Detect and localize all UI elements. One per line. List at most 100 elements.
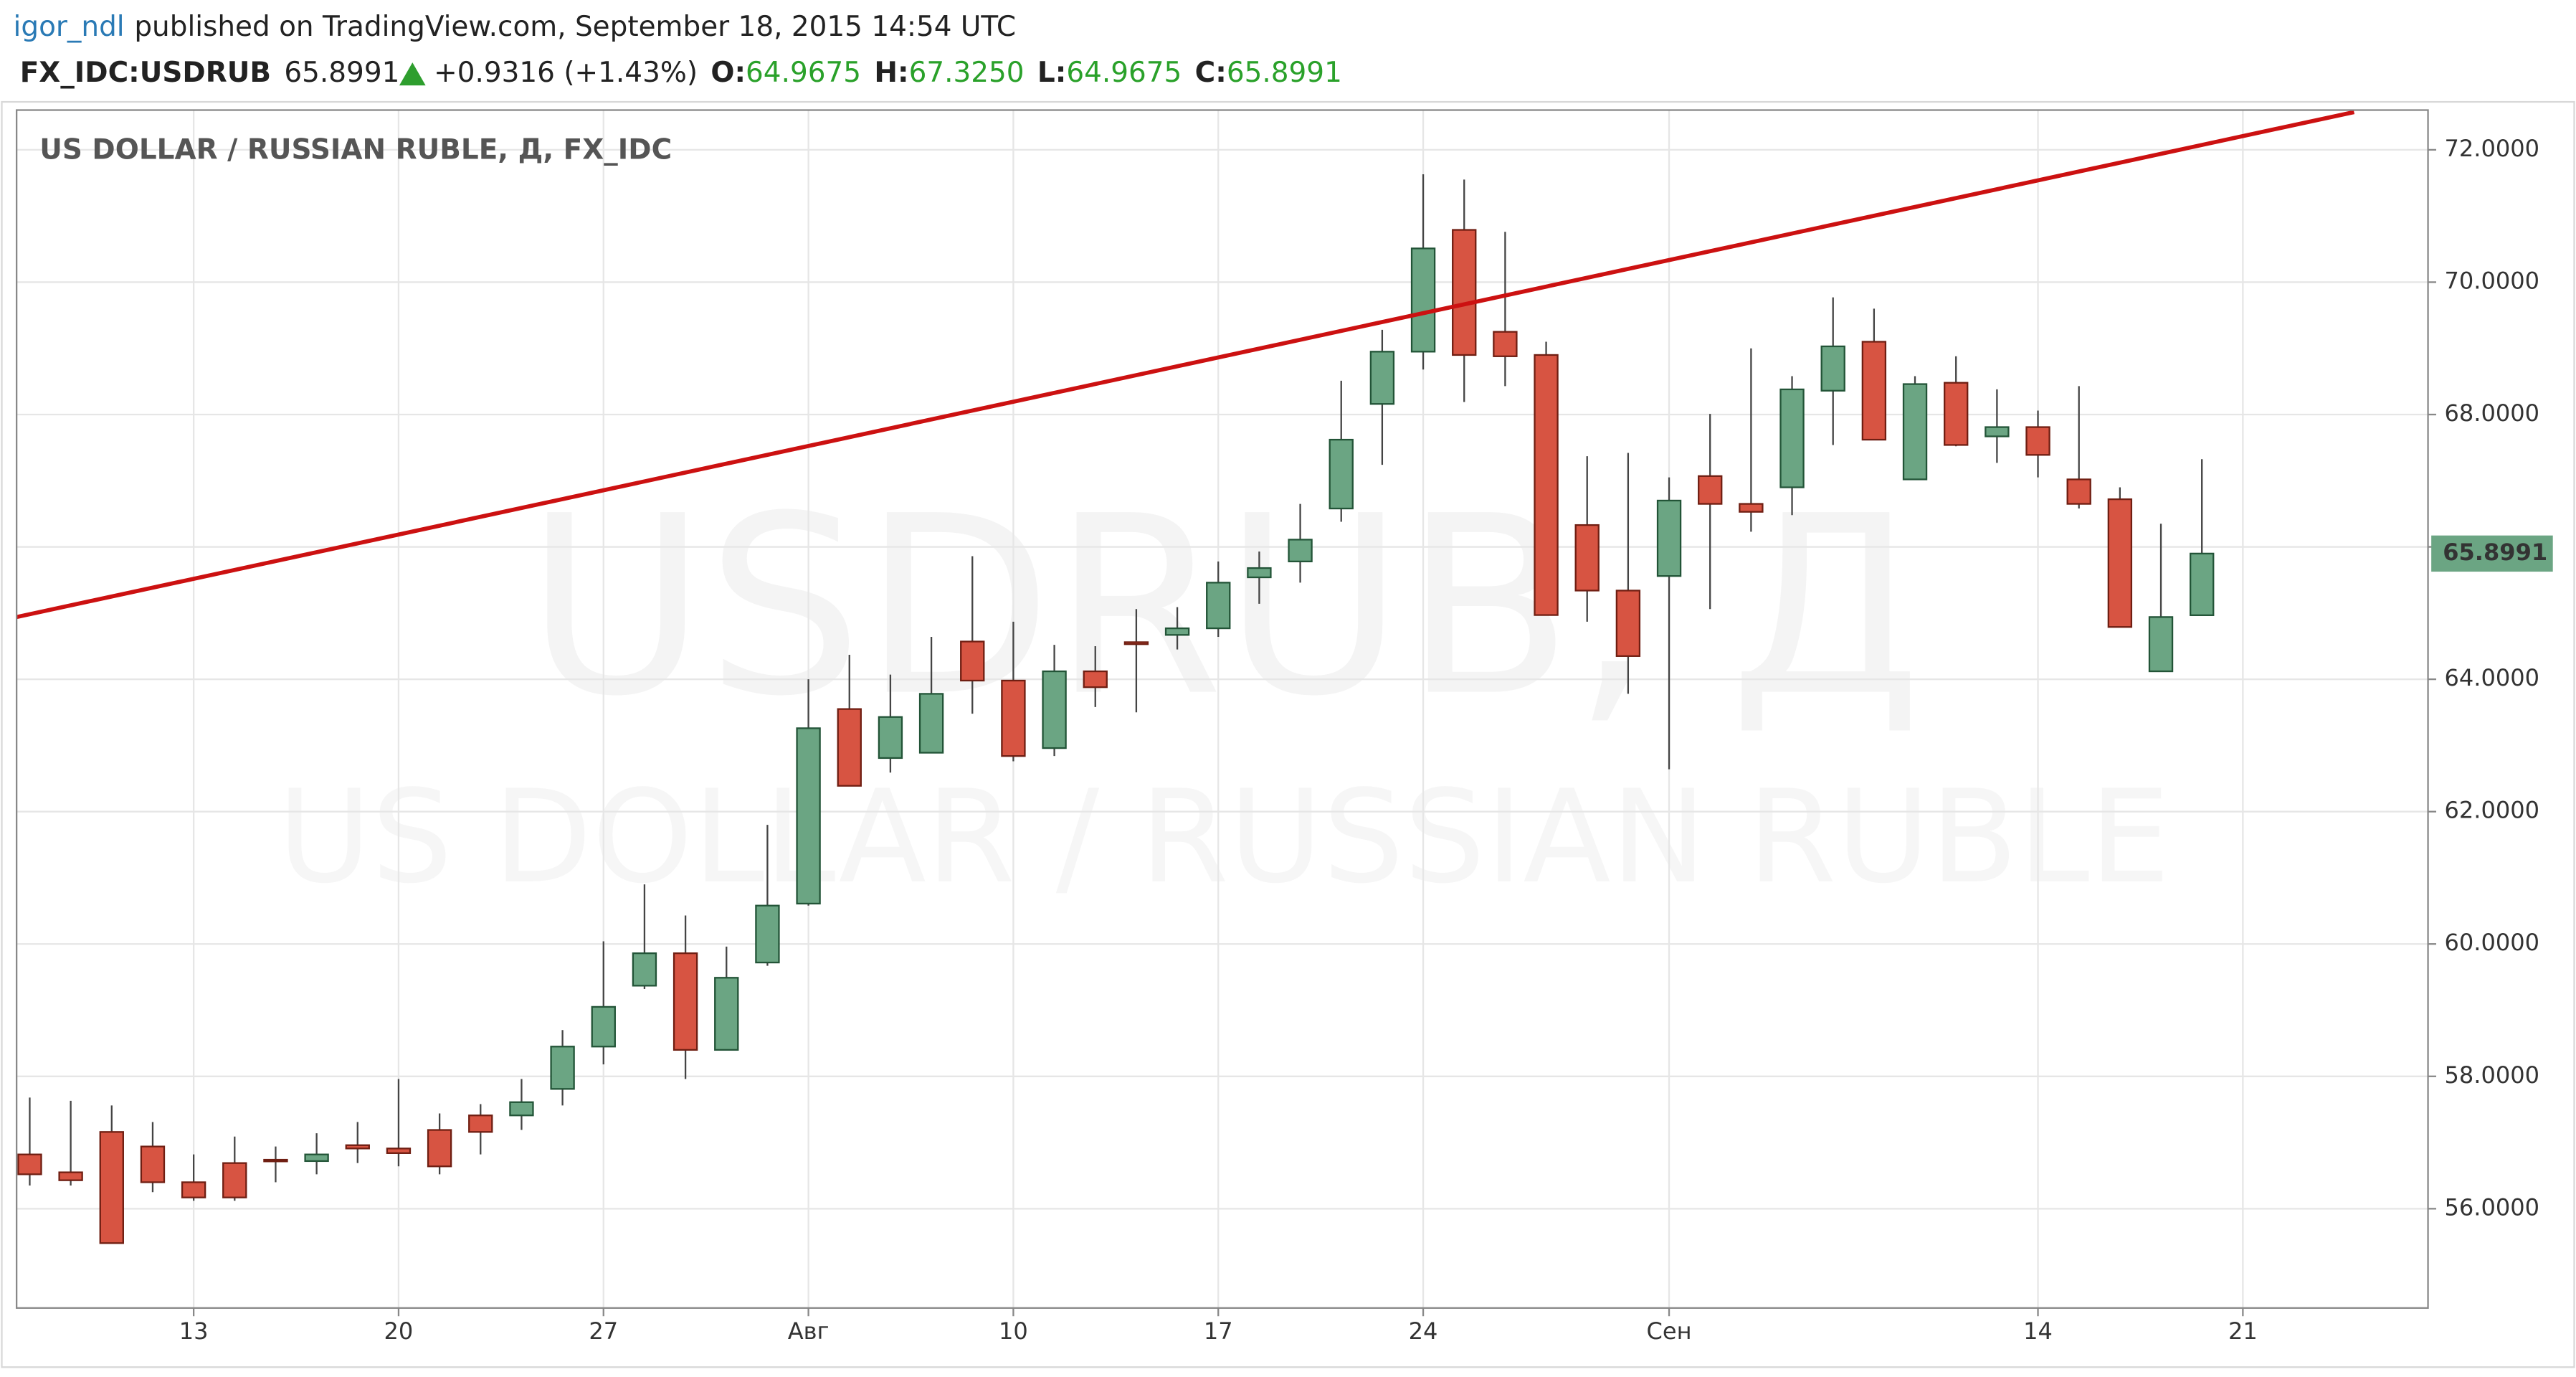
plot-border (15, 109, 2429, 1309)
candle-body (345, 1144, 370, 1150)
y-tick-label: 68.0000 (2444, 399, 2539, 427)
candle-body (1369, 351, 1395, 405)
y-tick-label: 58.0000 (2444, 1061, 2539, 1089)
candle-body (17, 1153, 42, 1175)
high-label: H: (874, 57, 908, 89)
watermark-subtitle: US DOLLAR / RUSSIAN RUBLE (277, 763, 2170, 912)
candle-body (1739, 503, 1764, 513)
candle-body (99, 1131, 124, 1244)
x-tick-label: 20 (384, 1317, 414, 1345)
candle-body (1944, 382, 1969, 446)
candle-body (1698, 475, 1723, 505)
quote-details: +0.9316 (+1.43%) O:64.9675 H:67.3250 L:64.9… (434, 57, 1342, 89)
candle-body (755, 904, 780, 964)
candle-body (2148, 616, 2174, 673)
x-tick-label: 14 (2023, 1317, 2053, 1345)
open-label: O: (710, 57, 746, 89)
candle-body (509, 1101, 534, 1117)
candle-body (2066, 478, 2091, 505)
candle-body (672, 952, 698, 1051)
up-arrow (399, 62, 426, 86)
published: published on TradingView.com, September … (134, 10, 1016, 42)
candle-body (1123, 641, 1149, 645)
candle-body (960, 640, 985, 682)
low-value: 64.9675 (1066, 57, 1182, 89)
candle-body (140, 1145, 166, 1183)
last-price-box (2431, 535, 2553, 572)
candle-body (837, 708, 862, 787)
candle-body (796, 727, 821, 905)
high-value: 67.3250 (909, 57, 1025, 89)
candle-body (1615, 590, 1641, 657)
candle-body (1206, 582, 1231, 630)
close-value: 65.8991 (1227, 57, 1342, 89)
candle-body (2107, 498, 2133, 628)
quote-line: FX_IDC:USDRUB 65.8991 (20, 57, 400, 89)
x-tick-label: 21 (2228, 1317, 2258, 1345)
x-tick-label: 24 (1409, 1317, 1438, 1345)
x-tick-label: Сен (1647, 1317, 1692, 1345)
x-tick-label: 17 (1204, 1317, 1233, 1345)
candle-body (591, 1005, 616, 1048)
candle-body (1574, 524, 1600, 592)
candle-body (1083, 670, 1108, 688)
candle-body (1656, 499, 1682, 577)
close-label: C: (1195, 57, 1227, 89)
candle-body (714, 977, 739, 1051)
candle-body (1329, 438, 1354, 510)
y-tick-label: 62.0000 (2444, 797, 2539, 824)
candle-body (1493, 331, 1518, 357)
candle-body (222, 1162, 247, 1198)
x-tick-label: 10 (999, 1317, 1028, 1345)
publish-line: igor_ndl published on TradingView.com, Se… (14, 10, 1017, 42)
author[interactable]: igor_ndl (14, 10, 125, 42)
frame (1, 100, 2575, 1368)
y-tick-label: 70.0000 (2444, 267, 2539, 294)
y-tick-label: 56.0000 (2444, 1193, 2539, 1221)
candle-body (2190, 552, 2215, 616)
x-tick-label: 13 (179, 1317, 209, 1345)
candle-body (263, 1158, 288, 1163)
change: +0.9316 (+1.43%) (434, 57, 698, 89)
candle-body (304, 1153, 329, 1163)
y-tick-label: 64.0000 (2444, 664, 2539, 691)
y-tick-label: 72.0000 (2444, 135, 2539, 162)
candle-body (1820, 345, 1845, 392)
candles (16, 110, 2355, 1244)
candle-body (1164, 627, 1190, 636)
grid (16, 110, 2428, 1308)
candle-body (2025, 426, 2050, 456)
candle-body (1288, 539, 1313, 563)
last-price: 65.8991 (284, 57, 399, 89)
candle-body (181, 1181, 206, 1198)
candle-body (1534, 354, 1559, 616)
candle-body (58, 1171, 83, 1181)
candle-body (468, 1115, 493, 1133)
chart-title: US DOLLAR / RUSSIAN RUBLE, Д, FX_IDC (39, 133, 672, 166)
x-tick-label: 27 (589, 1317, 618, 1345)
candle-body (1779, 388, 1805, 488)
open-value: 64.9675 (746, 57, 861, 89)
candle-body (1001, 679, 1026, 757)
candle-body (1861, 341, 1887, 441)
y-tick-label: 60.0000 (2444, 929, 2539, 956)
low-label: L: (1037, 57, 1066, 89)
candle-body (386, 1148, 412, 1154)
candle-body (632, 952, 657, 987)
candle-body (1247, 567, 1272, 579)
candle-body (1410, 247, 1436, 353)
candle-body (1985, 426, 2010, 437)
candle-body (918, 693, 944, 754)
candle-body (427, 1129, 452, 1168)
last-price-label: 65.8991 (2443, 539, 2547, 566)
trend-line (16, 110, 2355, 620)
candle-body (550, 1046, 575, 1090)
candle-body (1902, 383, 1928, 481)
symbol: FX_IDC:USDRUB (20, 57, 271, 89)
candle-body (1452, 229, 1477, 356)
x-tick-label: Авг (788, 1317, 830, 1345)
candle-body (1042, 670, 1067, 749)
candle-body (878, 716, 903, 760)
